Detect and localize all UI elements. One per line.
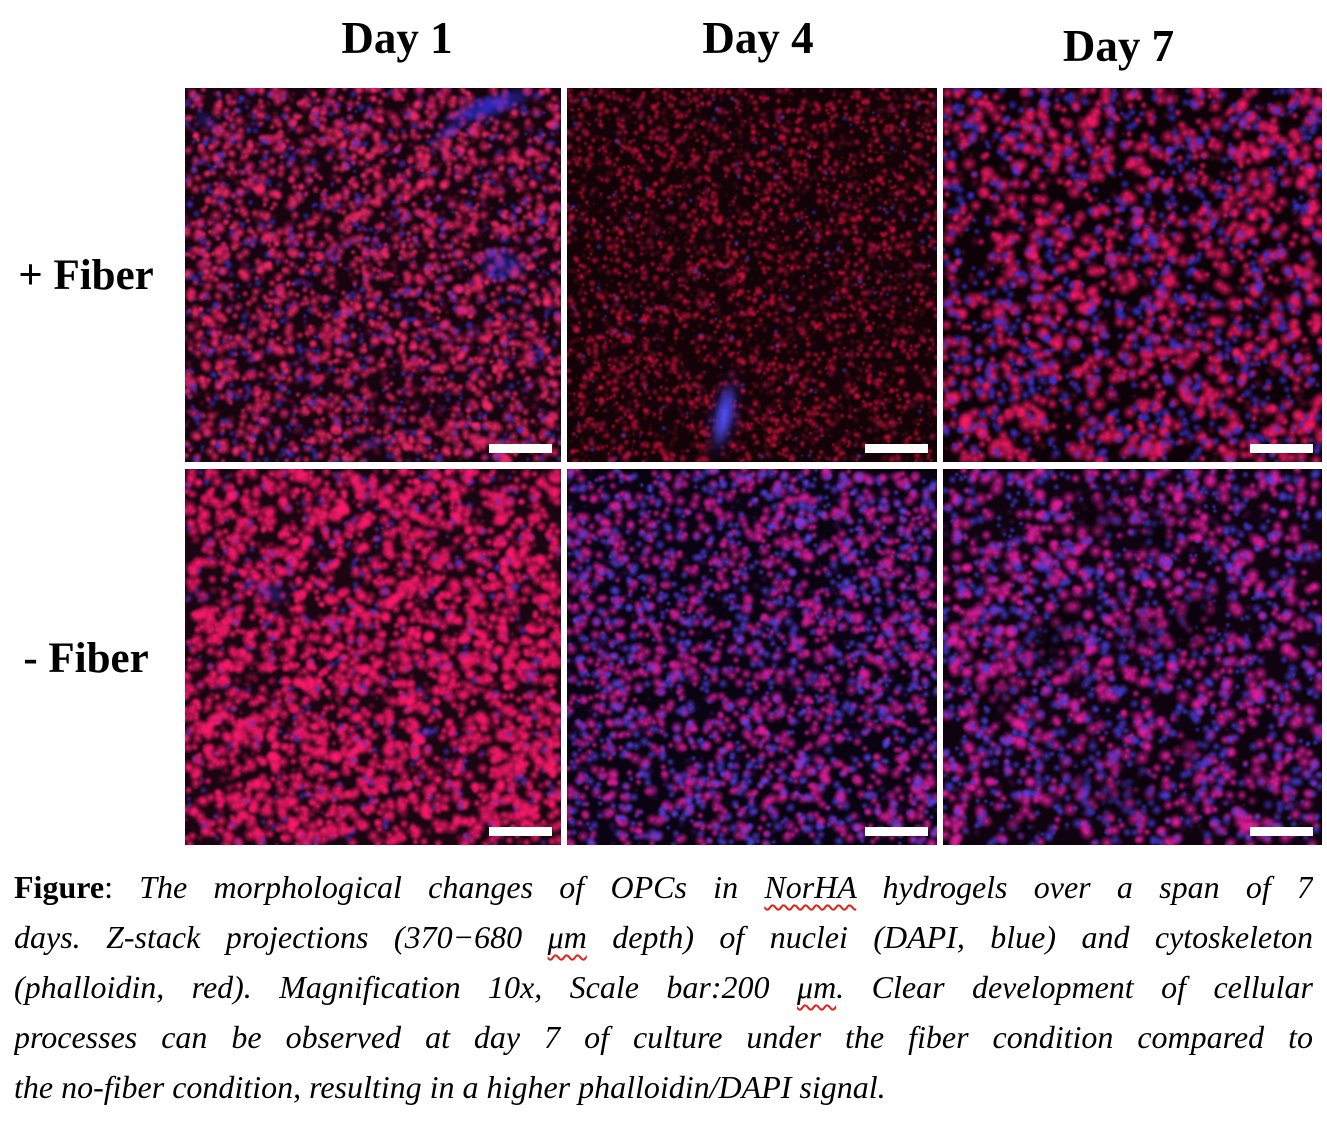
- row-label-minus-fiber: - Fiber: [23, 635, 149, 682]
- caption-text: depth) of nuclei (DAPI, blue) and cytosk…: [586, 919, 1313, 955]
- scale-bar: [865, 827, 928, 836]
- caption-line-3: (phalloidin, red). Magnification 10x, Sc…: [14, 962, 1313, 1012]
- scale-bar: [489, 444, 552, 453]
- caption-line-2: days. Z-stack projections (370−680 μm de…: [14, 912, 1313, 962]
- figure-caption: Figure: The morphological changes of OPC…: [14, 862, 1313, 1112]
- caption-text: the no-fiber condition, resulting in a h…: [14, 1069, 886, 1105]
- caption-text: days. Z-stack projections (370−680: [14, 919, 548, 955]
- scale-bar: [1250, 827, 1313, 836]
- micrograph-plus-fiber-day-4: [567, 88, 937, 462]
- micrograph-canvas: [185, 88, 561, 462]
- caption-line-1: Figure: The morphological changes of OPC…: [14, 862, 1313, 912]
- column-header-day-1: Day 1: [341, 13, 453, 63]
- scale-bar: [1250, 444, 1313, 453]
- micrograph-minus-fiber-day-1: [185, 469, 561, 845]
- micrograph-plus-fiber-day-1: [185, 88, 561, 462]
- caption-text-spellchecked: μm: [797, 969, 837, 1005]
- caption-text: The morphological changes of OPCs in: [139, 869, 765, 905]
- scale-bar: [865, 444, 928, 453]
- micrograph-canvas: [185, 469, 561, 845]
- caption-text: hydrogels over a span of 7: [856, 869, 1313, 905]
- row-label-plus-fiber: + Fiber: [18, 252, 154, 299]
- caption-text: . Clear development of cellular: [836, 969, 1313, 1005]
- caption-text-spellchecked: μm: [547, 919, 587, 955]
- scale-bar: [489, 827, 552, 836]
- caption-text: (phalloidin, red). Magnification 10x, Sc…: [14, 969, 797, 1005]
- micrograph-canvas: [943, 469, 1322, 845]
- caption-line-4: processes can be observed at day 7 of cu…: [14, 1012, 1313, 1062]
- micrograph-canvas: [943, 88, 1322, 462]
- column-header-day-4: Day 4: [702, 13, 814, 63]
- micrograph-minus-fiber-day-7: [943, 469, 1322, 845]
- micrograph-canvas: [567, 469, 937, 845]
- micrograph-canvas: [567, 88, 937, 462]
- micrograph-minus-fiber-day-4: [567, 469, 937, 845]
- column-header-day-7: Day 7: [1062, 21, 1175, 71]
- caption-text: processes can be observed at day 7 of cu…: [14, 1019, 1313, 1055]
- caption-label: Figure: [14, 869, 105, 905]
- micrograph-plus-fiber-day-7: [943, 88, 1322, 462]
- caption-separator: :: [104, 869, 140, 905]
- caption-text-spellchecked: NorHA: [764, 869, 857, 905]
- caption-line-5: the no-fiber condition, resulting in a h…: [14, 1062, 1313, 1112]
